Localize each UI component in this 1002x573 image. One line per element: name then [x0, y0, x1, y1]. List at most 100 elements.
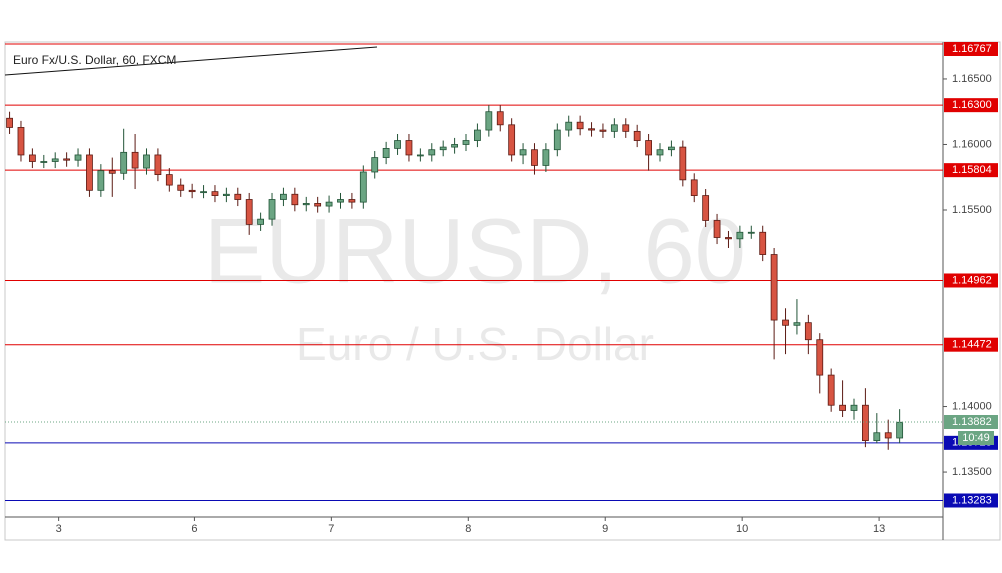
level-label: 1.14962: [952, 274, 992, 286]
candle-body: [428, 149, 436, 156]
candle-body: [713, 220, 721, 238]
candle-body: [759, 231, 767, 255]
candle-body: [63, 158, 71, 161]
candle-body: [474, 129, 481, 141]
candle-body: [850, 404, 858, 411]
candle-body: [371, 157, 379, 173]
candle-body: [394, 140, 401, 149]
watermark-subtitle: Euro / U.S. Dollar: [296, 318, 654, 370]
trend-line: [4, 46, 378, 76]
candle-body: [565, 121, 573, 131]
candle-body: [633, 130, 641, 141]
candle-body: [725, 237, 732, 240]
candle-body: [451, 144, 459, 148]
level-label-box: [944, 273, 998, 288]
candle-body: [97, 170, 105, 191]
last-price-box: [944, 415, 998, 429]
candle-body: [542, 149, 550, 166]
candle-body: [165, 174, 173, 186]
last-price-label: 1.13882: [952, 416, 992, 428]
countdown-box: [958, 431, 994, 445]
y-tick-label: 1.16000: [952, 138, 992, 150]
candle-body: [656, 149, 664, 156]
candle-body: [770, 254, 778, 321]
candle-body: [17, 127, 25, 156]
candle-body: [268, 199, 276, 220]
candle-body: [245, 199, 253, 225]
candle-body: [553, 129, 561, 151]
x-tick-label: 7: [328, 523, 334, 535]
x-tick-label: 10: [736, 523, 748, 535]
level-label: 1.14472: [952, 339, 992, 351]
candle-body: [736, 231, 744, 240]
y-tick-label: 1.13500: [952, 466, 992, 478]
candle-body: [86, 154, 93, 191]
candle-body: [211, 191, 219, 196]
level-label: 1.15804: [952, 164, 992, 176]
candle-body: [485, 111, 493, 131]
candle-body: [405, 140, 413, 156]
candle-body: [531, 149, 538, 166]
candle-body: [679, 146, 687, 181]
candle-body: [359, 171, 367, 203]
candle-body: [588, 128, 595, 131]
candle-body: [508, 124, 516, 156]
level-label-box: [944, 337, 998, 352]
candle-body: [702, 195, 710, 221]
candle-body: [120, 151, 128, 174]
candle-body: [108, 170, 116, 174]
candle-body: [177, 184, 185, 191]
candle-body: [222, 193, 230, 196]
candle-body: [154, 154, 162, 176]
candle-body: [200, 191, 207, 194]
y-tick-label: 1.16500: [952, 73, 992, 85]
chart-title: Euro Fx/U.S. Dollar, 60, FXCM: [13, 53, 176, 67]
candle-body: [519, 149, 527, 156]
candle-body: [74, 154, 82, 161]
candle-body: [690, 179, 698, 196]
level-label-box: [944, 493, 998, 508]
candle-body: [839, 404, 846, 411]
candle-body: [896, 421, 904, 439]
level-label: 1.16300: [952, 99, 992, 111]
candle-body: [576, 121, 584, 130]
x-tick-label: 8: [465, 523, 471, 535]
candle-body: [862, 404, 869, 442]
candle-body: [348, 199, 356, 203]
candle-body: [804, 322, 812, 341]
watermark: EURUSD, 60: [204, 200, 746, 302]
candle-body: [747, 231, 755, 234]
candle-body: [610, 124, 618, 132]
candle-body: [827, 374, 835, 406]
level-label: 1.16767: [952, 43, 992, 55]
candle-body: [143, 154, 150, 169]
candle-body: [873, 432, 881, 442]
candle-body: [622, 124, 630, 132]
y-tick-label: 1.14000: [952, 400, 992, 412]
candle-body: [325, 201, 333, 207]
candle-body: [416, 154, 424, 157]
candle-body: [645, 140, 652, 156]
candle-body: [6, 117, 13, 128]
candle-body: [314, 203, 322, 207]
candle-body: [816, 339, 824, 376]
candle-body: [668, 146, 675, 151]
candle-body: [131, 151, 139, 169]
x-tick-label: 6: [191, 523, 197, 535]
candle-body: [257, 218, 265, 225]
x-tick-label: 9: [602, 523, 608, 535]
candle-body: [234, 193, 242, 200]
candle-body: [793, 322, 801, 326]
candle-body: [496, 111, 504, 126]
level-label-box: [944, 163, 998, 178]
level-label-box: [944, 98, 998, 113]
candle-body: [382, 147, 390, 158]
candle-body: [291, 193, 299, 206]
candle-body: [28, 154, 36, 162]
x-tick-label: 3: [56, 523, 62, 535]
candle-body: [302, 203, 310, 206]
candle-body: [782, 319, 789, 326]
candle-body: [337, 199, 344, 203]
candle-body: [884, 432, 892, 439]
